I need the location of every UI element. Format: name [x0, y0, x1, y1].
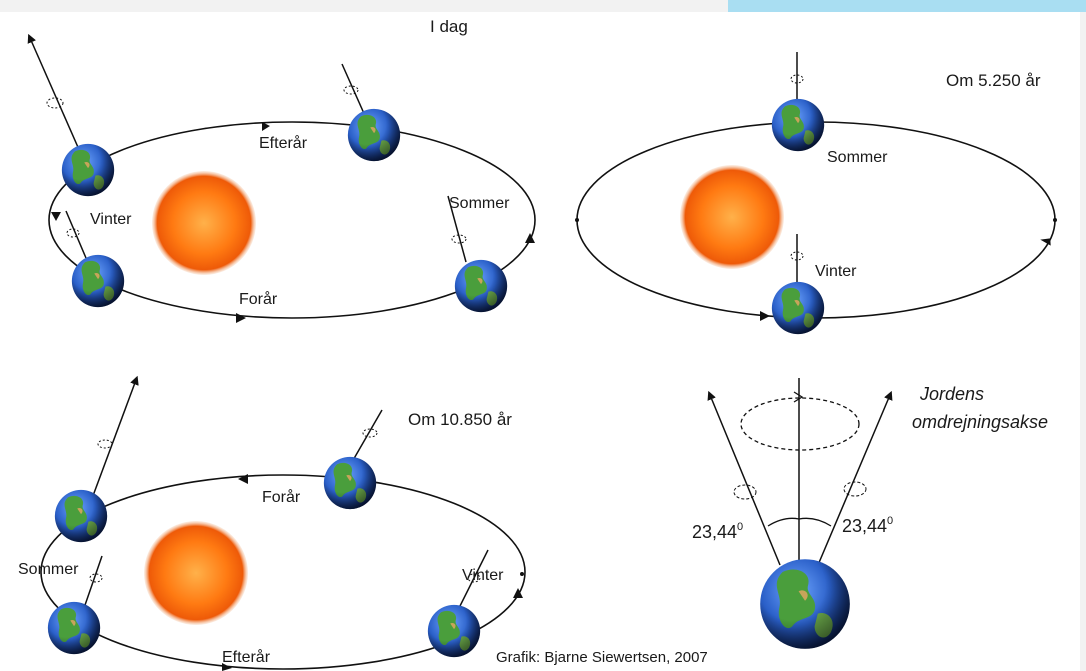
label-autumn: Efterår — [222, 648, 271, 666]
label-autumn: Efterår — [259, 134, 308, 152]
svg-text:Jordens: Jordens — [919, 384, 984, 404]
vertical-axis-arrow-icon — [793, 391, 804, 403]
earth-icon — [771, 98, 825, 152]
orbit-10850 — [40, 474, 526, 670]
panel-today-title: I dag — [430, 17, 468, 36]
rotation-marker-icon — [97, 439, 113, 449]
panel-axis: Jordens omdrejningsakse 23,440 23,440 — [692, 378, 1048, 649]
axis-title-line2: omdrejningsakse — [912, 412, 1048, 432]
tilted-axis-right — [817, 390, 893, 566]
orbit-today — [48, 121, 536, 319]
orbit-node — [520, 572, 524, 576]
rotation-marker-icon — [343, 85, 359, 95]
rotation-marker-icon — [362, 428, 378, 438]
orbit-arrow — [760, 311, 770, 321]
sun-5250 — [680, 165, 784, 269]
label-summer: Sommer — [827, 149, 888, 166]
label-spring: Forår — [239, 290, 278, 308]
rotation-marker-icon — [467, 573, 481, 583]
panel-10850: Om 10.850 år Forår Sommer Vinter Efterår — [18, 375, 526, 671]
credit-text: Grafik: Bjarne Siewertsen, 2007 — [496, 649, 708, 666]
earth-icon — [771, 281, 825, 335]
angle-arc-left — [767, 517, 800, 527]
earth-icon — [61, 143, 115, 197]
rotation-marker-icon — [843, 481, 867, 497]
orbit-arrow — [236, 313, 246, 323]
earth-axis — [457, 549, 489, 611]
rotation-marker-icon — [89, 573, 103, 583]
rotation-marker-icon — [451, 234, 467, 244]
earth-icon — [427, 604, 481, 658]
right-border — [1080, 12, 1086, 671]
panel-today: I dag Efterår Vinter Sommer Forår — [27, 17, 536, 323]
orbit-arrow — [262, 122, 270, 131]
orbit-arrow — [513, 588, 523, 598]
earth-icon — [323, 456, 377, 510]
earth-axis — [83, 555, 103, 609]
tilted-axis-left — [707, 390, 781, 566]
panel-5250: Om 5.250 år Sommer Vinter — [575, 52, 1057, 335]
label-spring: Forår — [262, 488, 301, 506]
sun-10850 — [144, 521, 248, 625]
earth-icon — [71, 254, 125, 308]
svg-text:23,440: 23,440 — [842, 515, 893, 536]
label-winter: Vinter — [90, 211, 132, 228]
earth-icon — [54, 489, 108, 543]
earth-icon — [454, 259, 508, 313]
angle-right-label: 23,44 — [842, 516, 887, 536]
panel-5250-title: Om 5.250 år — [946, 71, 1041, 90]
svg-text:23,440: 23,440 — [692, 521, 743, 542]
rotation-marker-icon — [790, 251, 804, 261]
earth-axis — [351, 409, 383, 463]
angle-arc-right — [798, 517, 832, 527]
rotation-marker-icon — [790, 74, 804, 84]
earth-axis — [65, 210, 87, 259]
svg-text:omdrejningsakse: omdrejningsakse — [912, 412, 1048, 432]
angle-left-label: 23,44 — [692, 522, 737, 542]
orbit-5250 — [576, 121, 1056, 319]
panel-10850-title: Om 10.850 år — [408, 410, 512, 429]
orbit-arrow — [238, 474, 248, 484]
sun-today — [152, 171, 256, 275]
orbit-arrow — [1040, 238, 1051, 246]
large-earth-icon — [760, 559, 850, 649]
degree-mark: 0 — [887, 515, 893, 527]
label-winter: Vinter — [462, 567, 504, 584]
earth-icon — [47, 601, 101, 655]
corner-accent-bar — [728, 0, 1086, 12]
precession-circle — [740, 397, 860, 451]
orbit-node — [1053, 218, 1057, 222]
orbit-arrow — [51, 212, 61, 221]
rotation-marker-icon — [733, 484, 757, 500]
axis-title-line1: Jordens — [919, 384, 984, 404]
rotation-marker-icon — [66, 228, 80, 238]
rotation-marker-icon — [46, 97, 64, 109]
label-summer: Sommer — [18, 561, 79, 578]
earth-icon — [347, 108, 401, 162]
orbit-arrow — [222, 663, 232, 671]
orbit-arrow — [525, 233, 535, 243]
orbit-node — [575, 218, 579, 222]
label-summer: Sommer — [449, 195, 510, 212]
earth-axis — [447, 195, 467, 263]
label-winter: Vinter — [815, 263, 857, 280]
degree-mark: 0 — [737, 521, 743, 533]
